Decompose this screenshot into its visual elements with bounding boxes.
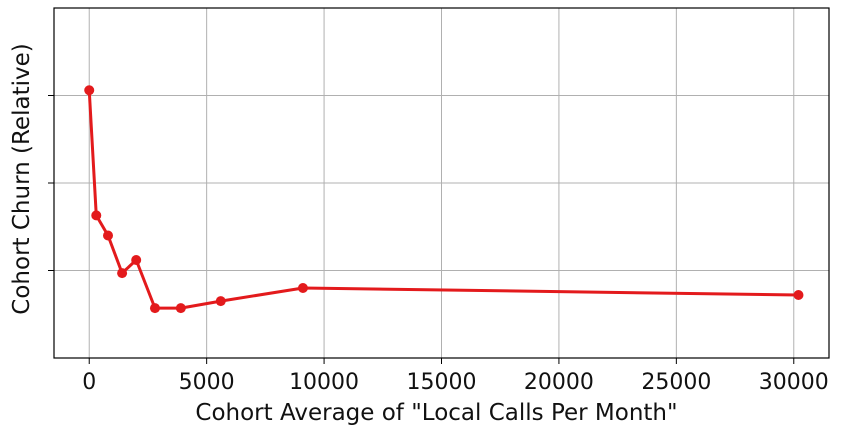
x-tick-label: 5000: [179, 370, 235, 395]
data-point: [91, 210, 102, 221]
data-point: [131, 255, 142, 265]
data-point: [175, 303, 186, 314]
data-point: [84, 85, 95, 96]
data-point: [117, 268, 128, 279]
y-axis-label: Cohort Churn (Relative): [9, 43, 35, 314]
x-tick-label: 30000: [759, 370, 829, 395]
data-point: [149, 303, 160, 314]
grid-lines: [54, 8, 829, 358]
x-tick-label: 10000: [289, 370, 359, 395]
series-line: [87, 90, 799, 310]
x-tick-label: 15000: [407, 370, 477, 395]
y-axis-ticks: [48, 95, 54, 271]
data-point: [215, 296, 226, 307]
x-tick-label: 0: [82, 370, 96, 395]
data-point: [793, 290, 804, 300]
data-point: [103, 230, 114, 241]
x-axis-label: Cohort Average of "Local Calls Per Month…: [195, 400, 677, 425]
x-axis-ticks: 0 5000 10000 15000 20000 25000 30000: [82, 358, 829, 395]
data-point: [297, 283, 308, 293]
series-layer: [84, 85, 804, 314]
x-tick-label: 20000: [524, 370, 594, 395]
x-tick-label: 25000: [641, 370, 711, 395]
